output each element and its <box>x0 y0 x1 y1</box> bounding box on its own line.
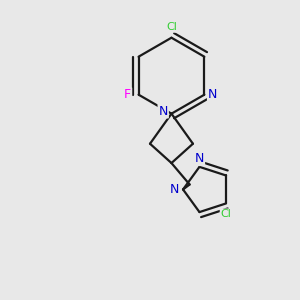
Text: N: N <box>195 152 204 165</box>
Text: Cl: Cl <box>166 22 177 32</box>
Text: N: N <box>158 104 168 118</box>
Text: N: N <box>170 183 179 196</box>
Text: N: N <box>208 88 217 101</box>
Text: F: F <box>124 88 131 101</box>
Text: Cl: Cl <box>220 209 232 219</box>
